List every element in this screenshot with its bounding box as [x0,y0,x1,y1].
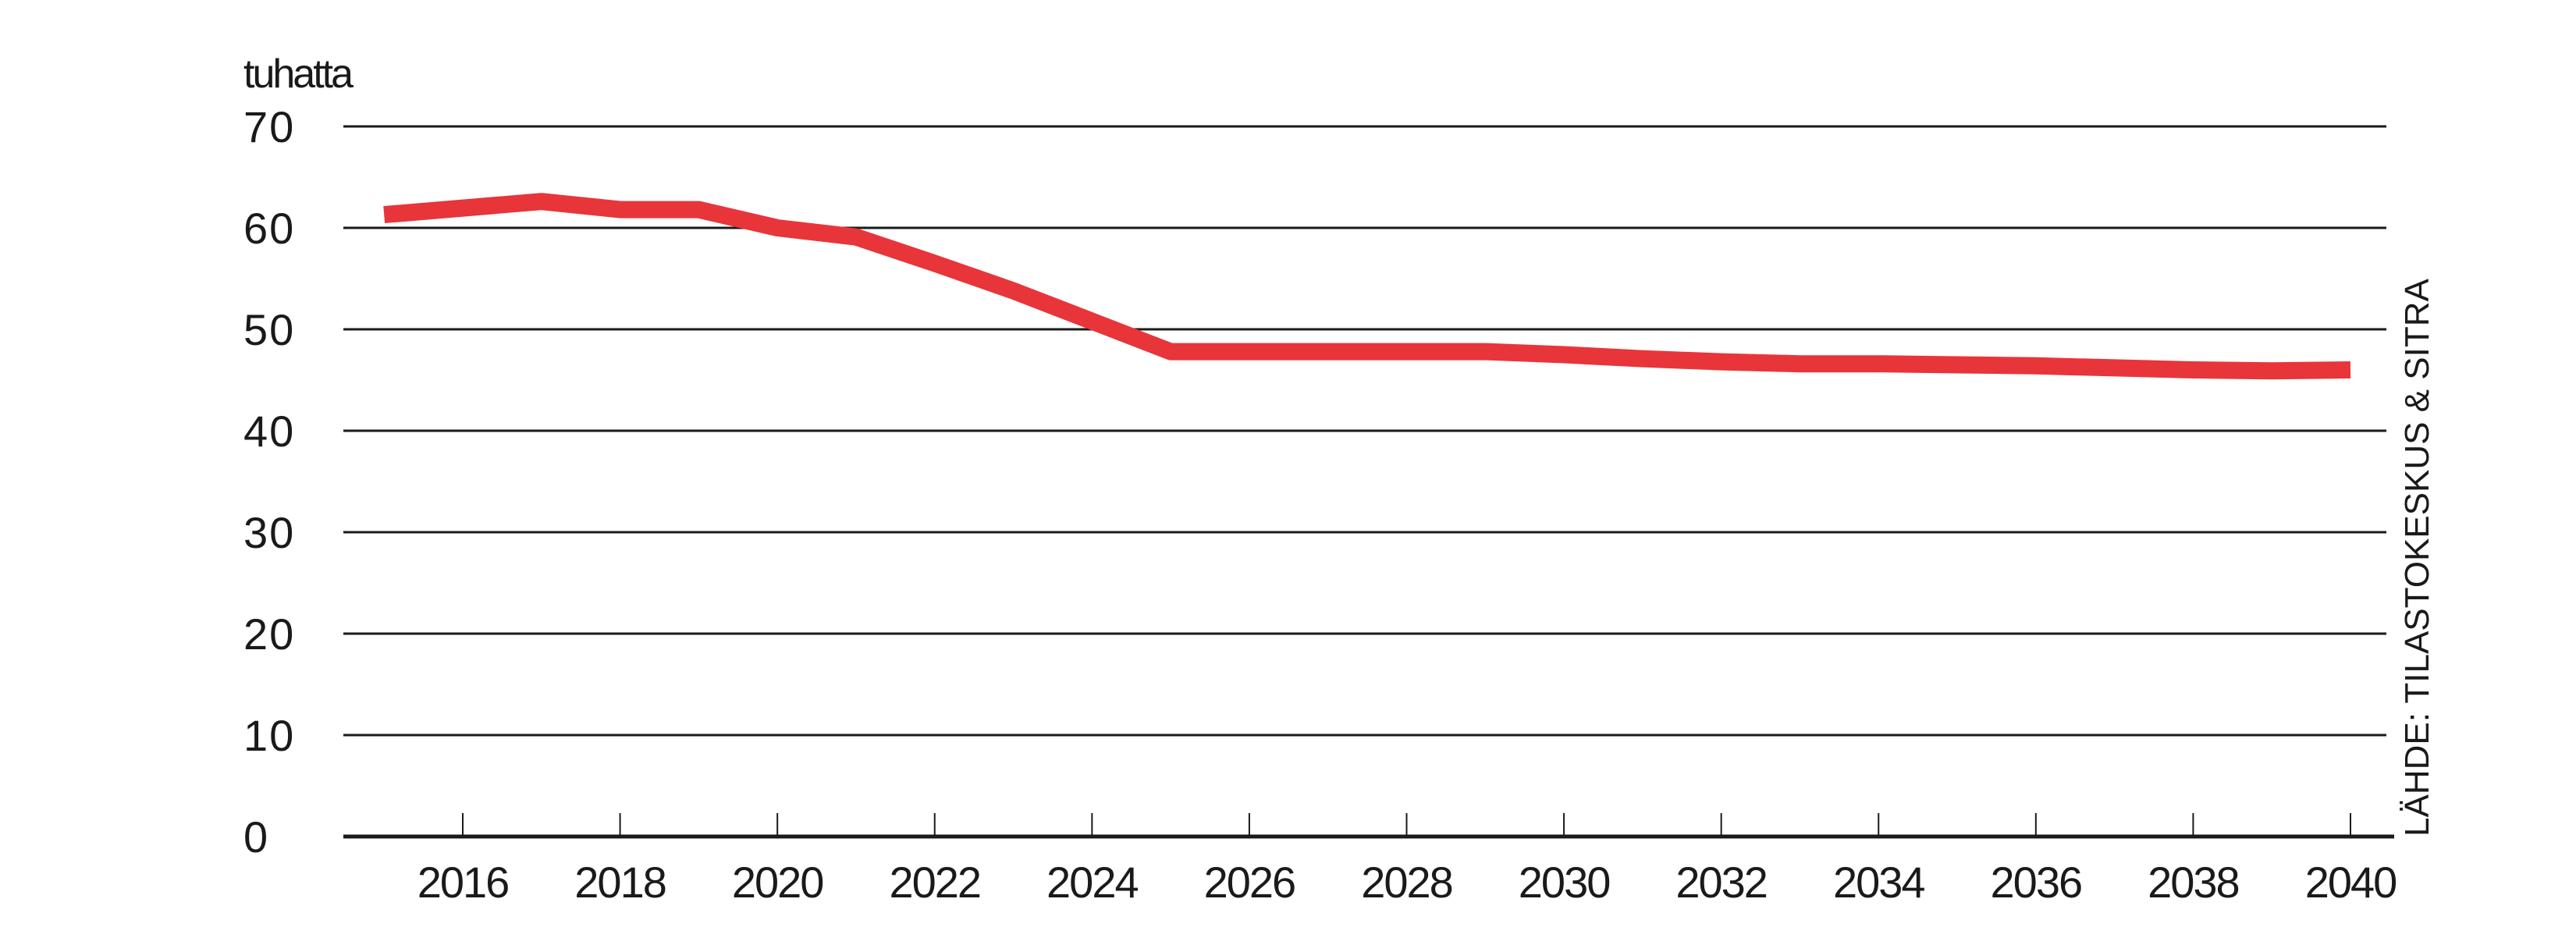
y-tick-label-10: 10 [243,711,295,760]
x-tick-label-2026: 2026 [1204,858,1295,907]
x-tick-label-2038: 2038 [2148,858,2239,907]
y-tick-label-0: 0 [243,812,269,862]
x-tick-label-2016: 2016 [417,858,509,907]
x-tick-label-2020: 2020 [732,858,823,907]
y-tick-label-60: 60 [243,204,295,253]
x-tick-label-2034: 2034 [1833,858,1924,907]
y-tick-label-40: 40 [243,407,295,456]
y-tick-label-20: 20 [243,609,295,659]
x-tick-label-2018: 2018 [574,858,666,907]
unit-label: tuhatta [243,52,354,97]
series-line [383,193,2351,380]
x-tick-label-2028: 2028 [1361,858,1452,907]
y-tick-label-30: 30 [243,508,295,557]
y-tick-label-50: 50 [243,305,295,354]
x-tick-label-2030: 2030 [1519,858,1610,907]
source-label: LÄHDE: TILASTOKESKUS & SITRA [2398,279,2436,837]
x-tick-label-2040: 2040 [2305,858,2397,907]
x-tick-label-2024: 2024 [1046,858,1138,907]
x-axis [343,813,2394,839]
y-tick-labels: 0 10 20 30 40 50 60 70 [243,102,295,862]
x-tick-label-2036: 2036 [1991,858,2082,907]
x-tick-label-2032: 2032 [1675,858,1767,907]
x-tick-label-2022: 2022 [889,858,980,907]
gridlines [343,125,2386,737]
y-tick-label-70: 70 [243,102,295,151]
x-tick-labels: 2016 2018 2020 2022 2024 2026 2028 2030 2032 2034… [417,858,2398,907]
